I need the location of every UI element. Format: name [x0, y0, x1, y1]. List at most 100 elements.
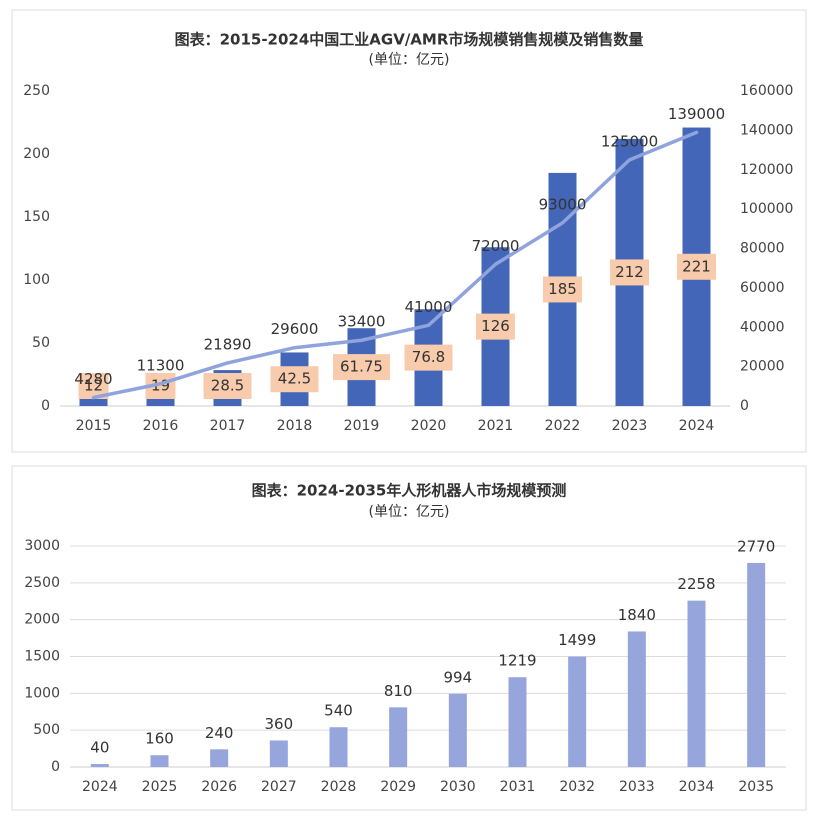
chart-subtitle: (单位：亿元) [369, 504, 450, 520]
value-label: 221 [682, 257, 711, 275]
bar [448, 693, 467, 767]
y2-tick-label: 140000 [740, 122, 793, 138]
value-label-box [333, 354, 390, 381]
value-label: 540 [324, 702, 353, 720]
chart-frame [11, 465, 807, 811]
chart-subtitle: (单位：亿元) [369, 52, 450, 68]
value-label: 810 [384, 682, 413, 700]
value-label: 1219 [498, 652, 536, 670]
x-tick-label: 2034 [679, 779, 715, 795]
bar [210, 749, 229, 767]
y-tick-label: 1000 [24, 685, 60, 701]
y2-tick-label: 100000 [740, 201, 793, 217]
x-tick-label: 2024 [679, 418, 715, 434]
bar [508, 677, 527, 767]
y2-tick-label: 160000 [740, 83, 793, 99]
y-tick-label: 2000 [24, 612, 60, 628]
y-tick-label: 0 [51, 759, 60, 775]
value-label: 12 [84, 377, 103, 395]
value-label-box [404, 344, 453, 371]
value-label: 33400 [338, 313, 386, 331]
y-tick-label: 250 [23, 83, 50, 99]
bar [389, 707, 408, 767]
x-tick-label: 2016 [143, 418, 179, 434]
x-tick-label: 2026 [201, 779, 237, 795]
value-label-box [270, 366, 319, 393]
value-label-box [610, 259, 649, 286]
chart-title: 图表：2015-2024中国工业AGV/AMR市场规模销售规模及销售数量 [175, 31, 644, 49]
bar [90, 764, 109, 767]
x-tick-label: 2032 [559, 779, 595, 795]
value-label-box [203, 373, 252, 399]
y2-tick-label: 40000 [740, 319, 785, 335]
value-label: 185 [548, 280, 577, 298]
x-tick-label: 2017 [210, 418, 246, 434]
y2-tick-label: 80000 [740, 241, 785, 257]
y-tick-label: 1500 [24, 649, 60, 665]
value-label-box [677, 253, 716, 280]
value-label: 139000 [668, 105, 725, 123]
bar [269, 740, 288, 767]
bar [329, 727, 348, 767]
chart-title: 图表：2024-2035年人形机器人市场规模预测 [252, 482, 567, 500]
value-label: 360 [265, 715, 294, 733]
y-tick-label: 500 [33, 722, 60, 738]
value-label: 1840 [618, 606, 656, 624]
bar [687, 600, 706, 767]
x-tick-label: 2035 [738, 779, 774, 795]
value-label: 41000 [405, 298, 453, 316]
y2-tick-label: 20000 [740, 359, 785, 375]
value-label: 126 [481, 317, 510, 335]
value-label: 40 [90, 739, 109, 757]
value-label: 29600 [271, 320, 319, 338]
x-tick-label: 2031 [500, 779, 536, 795]
x-tick-label: 2033 [619, 779, 655, 795]
line [91, 130, 699, 400]
x-tick-label: 2020 [411, 418, 447, 434]
y-tick-label: 200 [23, 146, 50, 162]
x-tick-label: 2019 [344, 418, 380, 434]
x-tick-label: 2024 [82, 779, 118, 795]
value-label: 994 [444, 668, 473, 686]
value-label: 93000 [539, 195, 587, 213]
value-label: 125000 [601, 132, 658, 150]
x-tick-label: 2023 [612, 418, 648, 434]
value-label: 11300 [137, 356, 185, 374]
y2-tick-label: 60000 [740, 280, 785, 296]
value-label: 160 [145, 730, 174, 748]
value-label: 2258 [677, 575, 715, 593]
x-tick-label: 2015 [76, 418, 112, 434]
x-tick-label: 2025 [142, 779, 178, 795]
y-tick-label: 0 [41, 398, 50, 414]
bar [627, 631, 646, 767]
y-tick-label: 150 [23, 209, 50, 225]
value-label: 2770 [737, 537, 775, 555]
value-label: 61.75 [340, 358, 383, 376]
value-label: 28.5 [211, 377, 244, 395]
x-tick-label: 2022 [545, 418, 581, 434]
value-label: 240 [205, 724, 234, 742]
x-tick-label: 2028 [321, 779, 357, 795]
value-label: 76.8 [412, 348, 445, 366]
bar [568, 656, 587, 767]
y-tick-label: 3000 [24, 538, 60, 554]
value-label: 42.5 [278, 370, 311, 388]
value-label: 72000 [472, 237, 520, 255]
value-label-box [476, 313, 515, 340]
bar [747, 562, 766, 767]
x-tick-label: 2021 [478, 418, 514, 434]
chart-frame [11, 9, 807, 453]
y-tick-label: 2500 [24, 575, 60, 591]
y2-tick-label: 0 [740, 398, 749, 414]
y-tick-label: 50 [32, 335, 50, 351]
value-label: 212 [615, 263, 644, 281]
x-tick-label: 2018 [277, 418, 313, 434]
x-tick-label: 2027 [261, 779, 297, 795]
value-label: 4280 [74, 370, 112, 388]
y2-tick-label: 120000 [740, 162, 793, 178]
x-tick-label: 2029 [380, 779, 416, 795]
x-tick-label: 2030 [440, 779, 476, 795]
bar [150, 755, 169, 767]
